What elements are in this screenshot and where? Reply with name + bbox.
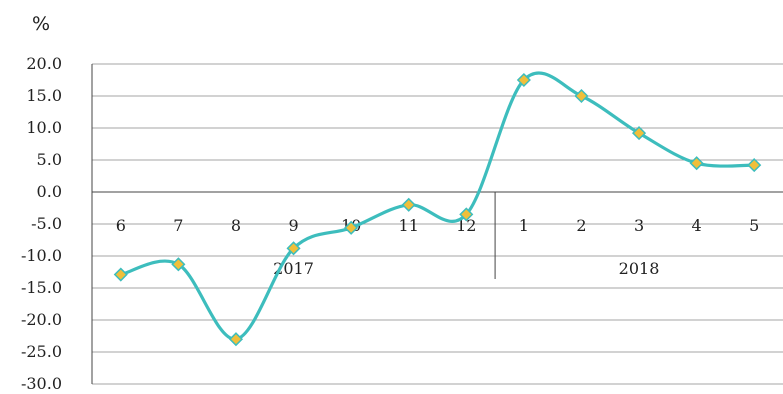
x-tick-label: 11 xyxy=(399,216,419,235)
year-labels: 2017 2018 xyxy=(273,259,659,278)
y-tick-label: 15.0 xyxy=(26,86,62,105)
data-point-marker xyxy=(403,199,415,211)
y-tick-label: -5.0 xyxy=(31,214,62,233)
y-tick-label: -25.0 xyxy=(21,342,62,361)
data-point-marker xyxy=(230,333,242,345)
x-tick-label: 1 xyxy=(519,216,529,235)
y-tick-label: -10.0 xyxy=(21,246,62,265)
x-tick-label: 5 xyxy=(749,216,759,235)
y-tick-label: -30.0 xyxy=(21,374,62,393)
y-tick-label: -15.0 xyxy=(21,278,62,297)
y-tick-label: 5.0 xyxy=(37,150,62,169)
data-point-marker xyxy=(748,159,760,171)
x-tick-label: 9 xyxy=(288,216,298,235)
x-tick-label: 3 xyxy=(634,216,644,235)
y-tick-labels: 20.0 15.0 10.0 5.0 0.0 -5.0 -10.0 -15.0 -20.0 -25… xyxy=(21,54,62,393)
series-line xyxy=(121,73,754,339)
x-tick-labels: 678910111212345 xyxy=(116,216,760,235)
y-unit-label: % xyxy=(32,13,50,35)
data-markers xyxy=(115,74,760,345)
data-point-marker xyxy=(115,269,127,281)
year-label: 2018 xyxy=(619,259,660,278)
x-tick-label: 7 xyxy=(173,216,183,235)
y-tick-label: -20.0 xyxy=(21,310,62,329)
x-tick-label: 2 xyxy=(576,216,586,235)
y-tick-label: 0.0 xyxy=(37,182,62,201)
x-tick-label: 6 xyxy=(116,216,126,235)
x-tick-label: 8 xyxy=(231,216,241,235)
y-tick-label: 20.0 xyxy=(26,54,62,73)
y-tick-label: 10.0 xyxy=(26,118,62,137)
x-tick-label: 4 xyxy=(692,216,702,235)
data-point-marker xyxy=(691,157,703,169)
data-point-marker xyxy=(575,90,587,102)
gridlines xyxy=(92,64,783,384)
